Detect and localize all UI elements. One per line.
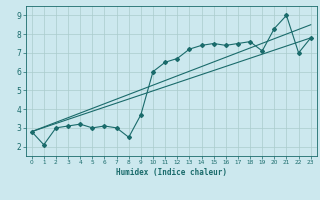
X-axis label: Humidex (Indice chaleur): Humidex (Indice chaleur) <box>116 168 227 177</box>
